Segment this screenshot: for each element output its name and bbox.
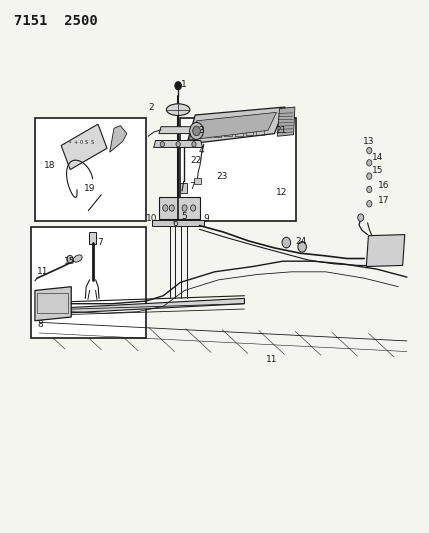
Circle shape xyxy=(182,205,187,211)
Circle shape xyxy=(367,148,372,154)
Circle shape xyxy=(176,142,180,147)
Polygon shape xyxy=(189,112,277,140)
Polygon shape xyxy=(187,107,285,144)
Text: 2: 2 xyxy=(148,102,154,111)
Circle shape xyxy=(367,186,372,192)
Text: 18: 18 xyxy=(43,161,55,170)
Bar xyxy=(35,118,146,221)
Polygon shape xyxy=(154,141,202,148)
Text: 6: 6 xyxy=(172,220,178,229)
Text: *: * xyxy=(69,140,71,145)
Text: S: S xyxy=(91,140,94,145)
Ellipse shape xyxy=(166,104,190,116)
Text: 15: 15 xyxy=(64,257,76,265)
Polygon shape xyxy=(110,126,127,152)
Polygon shape xyxy=(61,124,107,169)
Text: 1: 1 xyxy=(181,79,187,88)
Polygon shape xyxy=(35,287,71,321)
Text: S: S xyxy=(85,140,88,145)
Text: 15: 15 xyxy=(372,166,384,175)
Circle shape xyxy=(160,142,164,147)
Polygon shape xyxy=(366,235,405,266)
Bar xyxy=(37,293,68,313)
Text: 9: 9 xyxy=(204,214,209,223)
Text: 11: 11 xyxy=(266,355,277,364)
Circle shape xyxy=(367,173,372,179)
Circle shape xyxy=(163,205,168,211)
Text: 12: 12 xyxy=(276,188,287,197)
Text: 7151  2500: 7151 2500 xyxy=(14,14,97,28)
Text: 8: 8 xyxy=(37,320,43,329)
Circle shape xyxy=(358,214,364,221)
Text: 22: 22 xyxy=(190,156,201,165)
Text: 11: 11 xyxy=(37,268,48,276)
Circle shape xyxy=(298,241,306,252)
Text: 17: 17 xyxy=(378,196,390,205)
Text: 7: 7 xyxy=(97,238,103,247)
Bar xyxy=(180,182,187,193)
Text: 23: 23 xyxy=(217,172,228,181)
Ellipse shape xyxy=(73,255,82,262)
Text: +: + xyxy=(73,140,78,145)
Text: 14: 14 xyxy=(372,153,383,162)
Circle shape xyxy=(169,205,174,211)
Text: 10: 10 xyxy=(146,214,157,223)
Text: 4: 4 xyxy=(198,146,204,155)
Circle shape xyxy=(175,82,181,90)
Circle shape xyxy=(367,200,372,207)
Polygon shape xyxy=(159,127,197,134)
Text: 19: 19 xyxy=(84,184,96,193)
Bar xyxy=(159,197,199,219)
Text: 3: 3 xyxy=(198,126,204,135)
Circle shape xyxy=(282,237,290,248)
Text: 24: 24 xyxy=(296,237,307,246)
Bar xyxy=(30,227,146,338)
Text: 13: 13 xyxy=(363,137,375,146)
Circle shape xyxy=(193,126,200,136)
Circle shape xyxy=(67,255,73,263)
Bar xyxy=(180,118,296,221)
Text: 16: 16 xyxy=(378,181,390,190)
Polygon shape xyxy=(278,107,295,136)
Bar xyxy=(194,178,201,183)
Polygon shape xyxy=(41,298,245,314)
Circle shape xyxy=(190,123,203,140)
Text: 7: 7 xyxy=(189,182,195,191)
Circle shape xyxy=(190,205,196,211)
Text: 21: 21 xyxy=(275,126,287,135)
Text: 5: 5 xyxy=(181,212,187,221)
Circle shape xyxy=(367,160,372,166)
Circle shape xyxy=(192,142,196,147)
Text: 0: 0 xyxy=(79,140,83,145)
Polygon shape xyxy=(152,220,204,225)
Bar xyxy=(89,232,96,244)
